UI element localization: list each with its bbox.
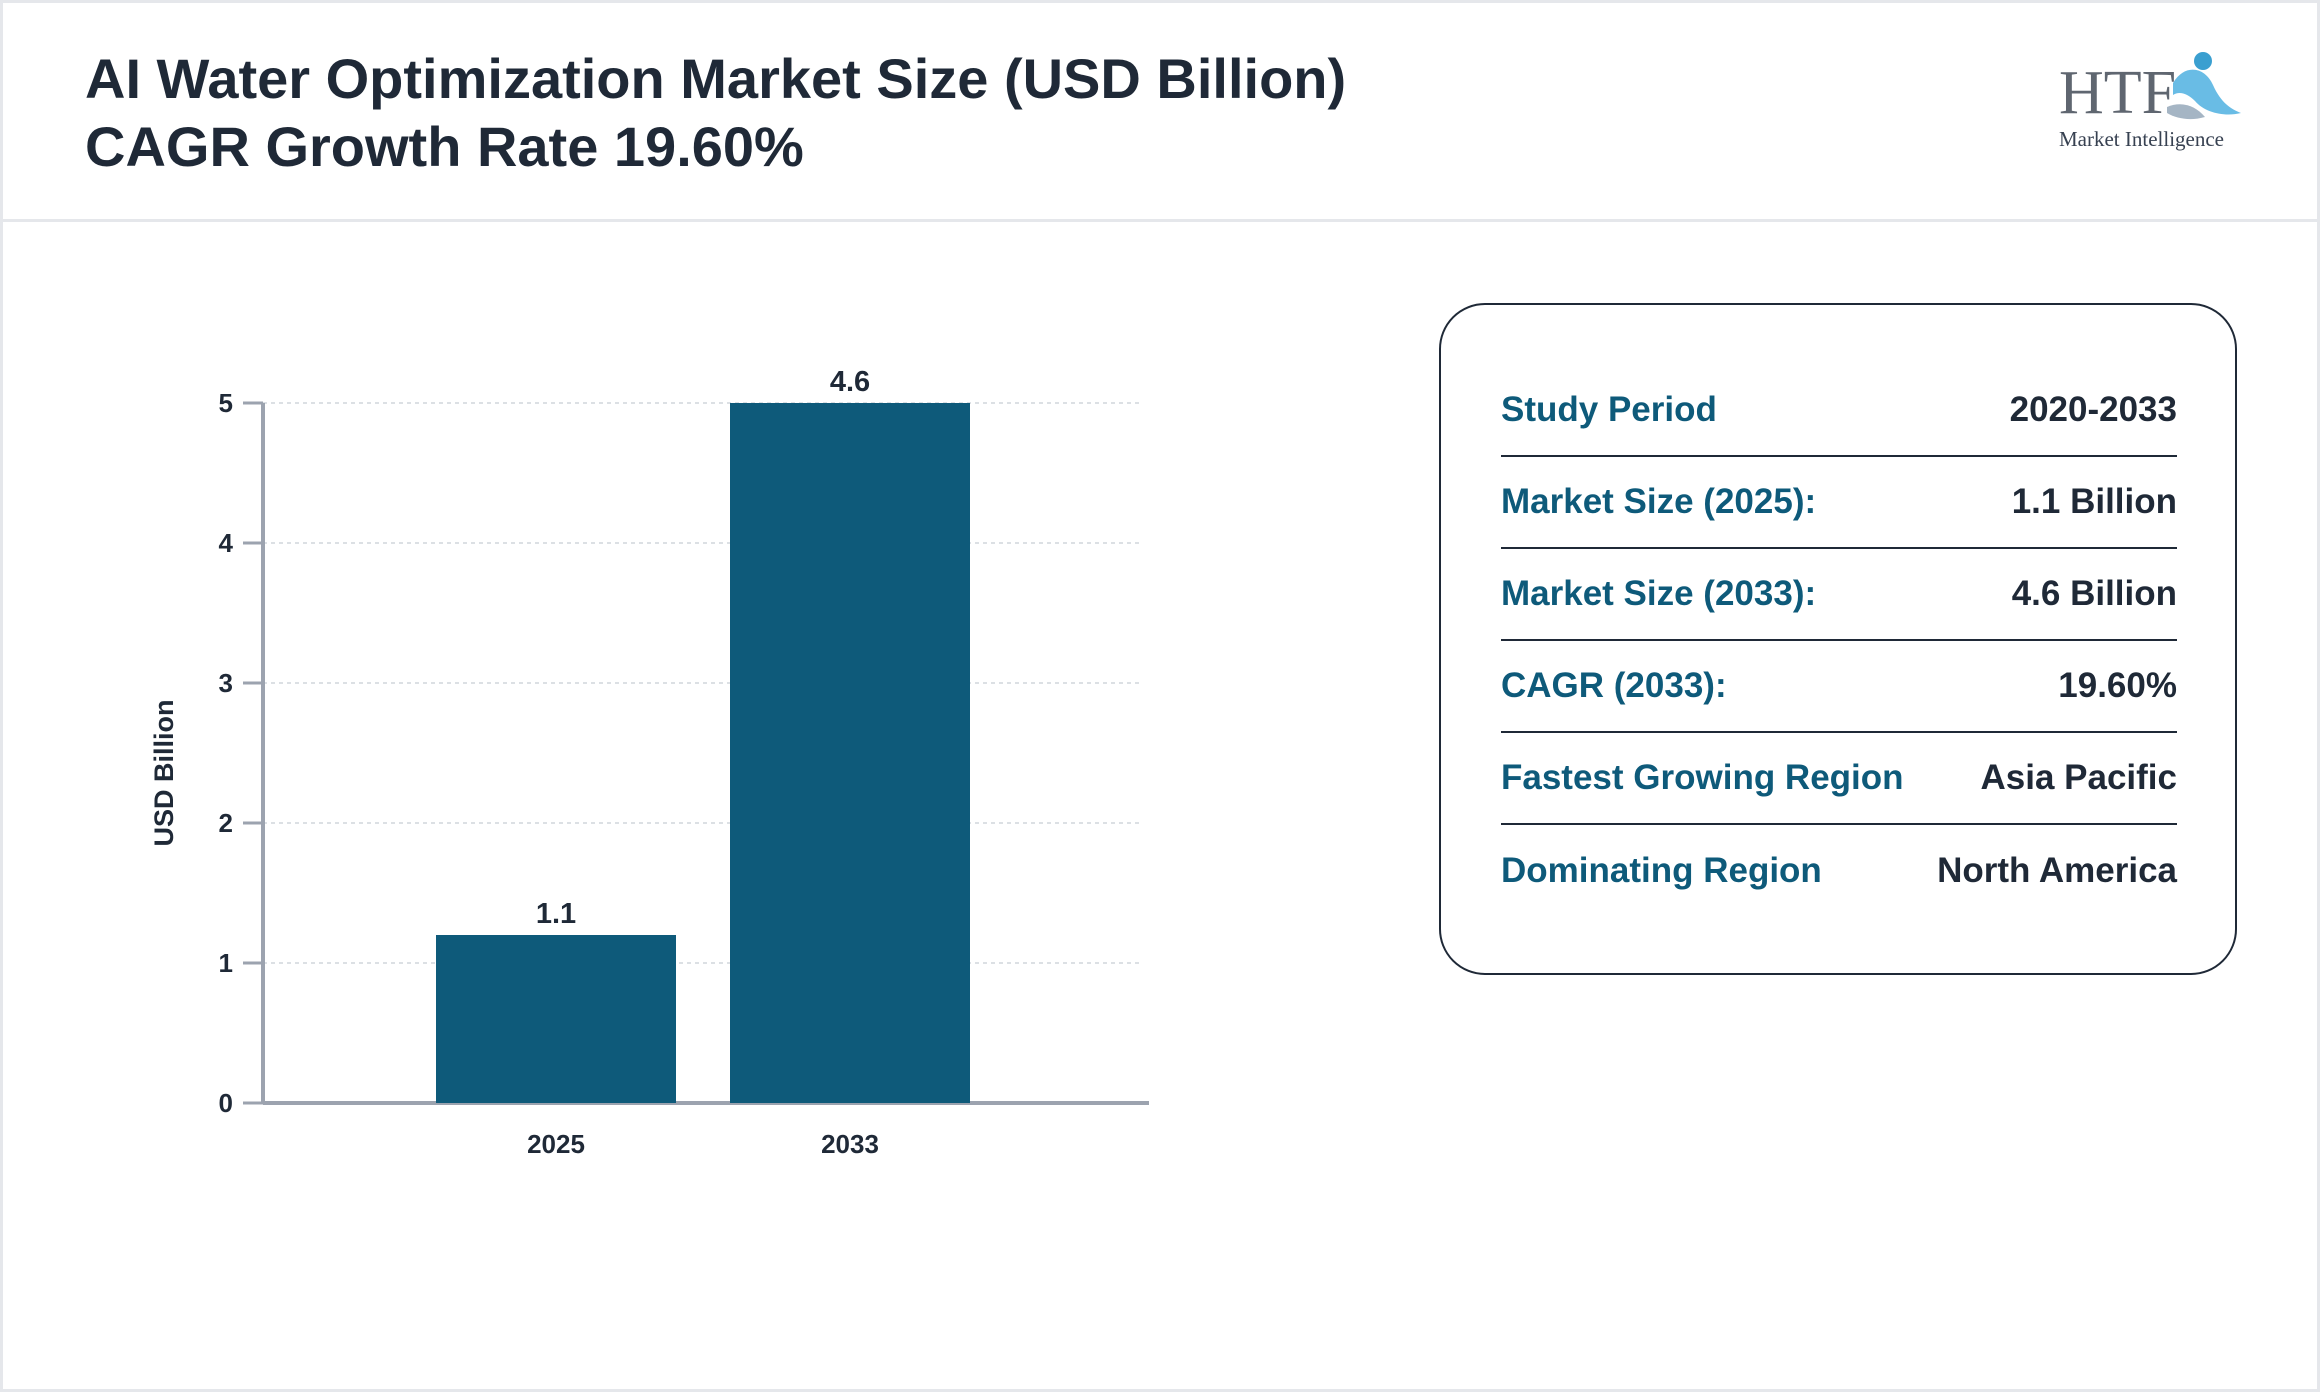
info-label: Fastest Growing Region (1501, 758, 1904, 797)
y-tick-label: 3 (219, 668, 233, 698)
info-value: 4.6 Billion (2011, 574, 2177, 613)
info-row: Study Period 2020-2033 (1501, 365, 2177, 457)
y-tick-label: 4 (219, 528, 234, 558)
info-value: North America (1937, 851, 2177, 890)
bar-2033 (730, 403, 970, 1103)
info-label: Market Size (2025): (1501, 482, 1817, 521)
market-info-card: Study Period 2020-2033 Market Size (2025):… (1439, 303, 2237, 975)
info-row: Fastest Growing Region Asia Pacific (1501, 733, 2177, 825)
x-tick-label-2025: 2025 (527, 1129, 585, 1159)
info-label: Dominating Region (1501, 851, 1822, 890)
htf-logo: HTF Market Intelligence (2059, 52, 2241, 151)
info-value: 2020-2033 (2009, 390, 2177, 429)
info-row: CAGR (2033): 19.60% (1501, 641, 2177, 733)
info-value: 19.60% (2058, 666, 2177, 705)
title-line-1: AI Water Optimization Market Size (USD B… (85, 47, 1347, 110)
logo-subtitle: Market Intelligence (2059, 127, 2224, 151)
page-title: AI Water Optimization Market Size (USD B… (85, 45, 1346, 181)
title-line-2: CAGR Growth Rate 19.60% (85, 115, 804, 178)
y-tick-label: 2 (219, 808, 233, 838)
header: AI Water Optimization Market Size (USD B… (3, 3, 2317, 222)
data-label-2025: 1.1 (536, 898, 576, 930)
info-label: CAGR (2033): (1501, 666, 1727, 705)
logo-wordmark: HTF (2059, 59, 2176, 127)
x-tick-label-2033: 2033 (821, 1129, 879, 1159)
info-label: Market Size (2033): (1501, 574, 1817, 613)
info-value: 1.1 Billion (2011, 482, 2177, 521)
y-tick-label: 5 (219, 388, 233, 418)
info-row: Dominating Region North America (1501, 825, 2177, 917)
y-tick-label: 0 (219, 1088, 233, 1118)
info-label: Study Period (1501, 390, 1717, 429)
y-axis-title: USD Billion (149, 700, 179, 847)
info-row: Market Size (2025): 1.1 Billion (1501, 457, 2177, 549)
y-tick-label: 1 (219, 948, 233, 978)
data-label-2033: 4.6 (830, 366, 870, 398)
bar-chart: 0 1 2 3 4 5 USD Billion 1.1 2025 4.6 2033 (149, 366, 1149, 1159)
info-row: Market Size (2033): 4.6 Billion (1501, 549, 2177, 641)
bar-2025 (436, 935, 676, 1103)
info-value: Asia Pacific (1980, 758, 2178, 797)
